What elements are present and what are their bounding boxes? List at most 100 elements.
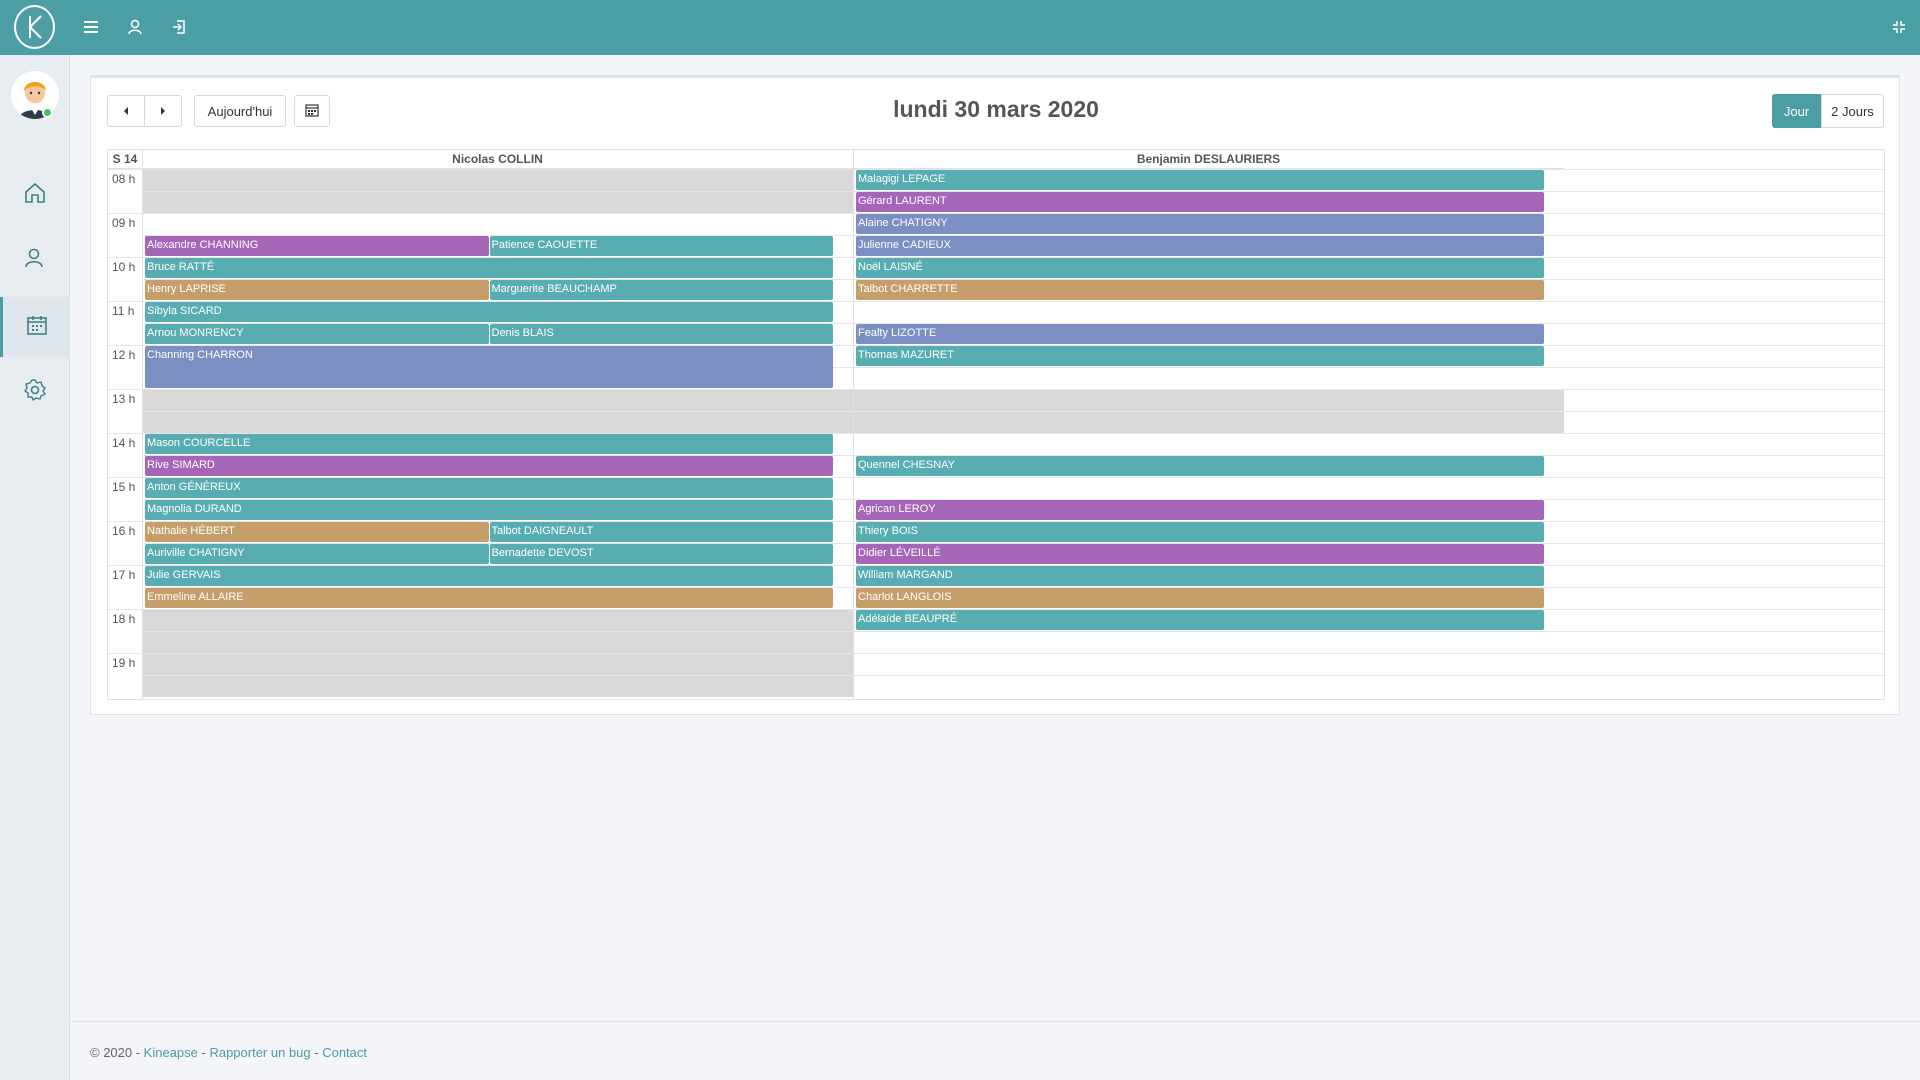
top-bar — [0, 0, 1920, 55]
footer-bug-link[interactable]: Rapporter un bug — [209, 1045, 311, 1060]
nav-patients[interactable] — [0, 230, 70, 290]
footer-copyright: © 2020 - — [90, 1045, 144, 1060]
users-icon — [23, 246, 47, 275]
half-hour-line — [142, 499, 1884, 500]
nav-calendar[interactable] — [0, 297, 70, 357]
hour-label: 19 h — [112, 656, 136, 670]
hour-label: 11 h — [112, 304, 135, 318]
online-status-icon — [42, 107, 53, 118]
hour-line — [108, 213, 1884, 214]
appointment[interactable]: Didier LÉVEILLÉ — [856, 544, 1544, 564]
appointment[interactable]: Anton GÉNÉREUX — [145, 478, 833, 498]
column-divider — [142, 150, 143, 699]
appointment[interactable]: Denis BLAIS — [489, 324, 833, 344]
appointment[interactable]: William MARGAND — [856, 566, 1544, 586]
hour-label: 18 h — [112, 612, 136, 626]
appointment[interactable]: Rive SIMARD — [145, 456, 833, 476]
week-number: S 14 — [108, 150, 142, 169]
appointment[interactable]: Mason COURCELLE — [145, 434, 833, 454]
appointment[interactable]: Patience CAOUETTE — [489, 236, 833, 256]
hour-line — [108, 301, 1884, 302]
hour-line — [108, 345, 1884, 346]
appointment[interactable]: Sibyla SICARD — [145, 302, 833, 322]
appointment[interactable]: Arnou MONRENCY — [145, 324, 489, 344]
appointment[interactable]: Adélaïde BEAUPRÉ — [856, 610, 1544, 630]
logout-icon[interactable] — [166, 14, 192, 40]
appointment[interactable]: Nathalie HÉBERT — [145, 522, 489, 542]
hour-line — [108, 433, 1884, 434]
calendar-grid: S 14 Nicolas COLLIN Benjamin DESLAURIERS 0… — [107, 149, 1885, 700]
half-hour-line — [142, 279, 1884, 280]
hour-label: 13 h — [112, 392, 136, 406]
page-title: lundi 30 mars 2020 — [893, 96, 1099, 122]
appointment[interactable]: Bruce RATTÉ — [145, 258, 833, 278]
date-picker-button[interactable] — [294, 95, 330, 127]
hour-label: 15 h — [112, 480, 136, 494]
half-hour-line — [142, 631, 1884, 632]
appointment[interactable]: Alexandre CHANNING — [145, 236, 489, 256]
chevron-right-icon — [159, 104, 167, 119]
hour-label: 14 h — [112, 436, 136, 450]
appointment[interactable]: Thomas MAZURET — [856, 346, 1544, 366]
hour-line — [108, 565, 1884, 566]
appointment[interactable]: Henry LAPRISE — [145, 280, 489, 300]
appointment[interactable]: Magnolia DURAND — [145, 500, 833, 520]
footer-separator: - — [197, 1045, 210, 1060]
appointment[interactable]: Talbot CHARRETTE — [856, 280, 1544, 300]
menu-icon[interactable] — [78, 14, 104, 40]
appointment[interactable]: Gérard LAURENT — [856, 192, 1544, 212]
collapse-icon[interactable] — [1886, 14, 1912, 40]
half-hour-line — [142, 675, 1884, 676]
sidebar — [0, 55, 70, 1080]
hour-label: 12 h — [112, 348, 136, 362]
calendar-panel: Aujourd'hui lundi 30 mars 2020 Jour 2 Jo… — [90, 75, 1900, 715]
appointment[interactable]: Alaine CHATIGNY — [856, 214, 1544, 234]
footer-contact-link[interactable]: Contact — [322, 1045, 368, 1060]
appointment[interactable]: Talbot DAIGNEAULT — [489, 522, 833, 542]
gear-icon — [23, 378, 47, 407]
column-header: Nicolas COLLIN — [142, 150, 853, 169]
footer: © 2020 - Kineapse - Rapporter un bug - C… — [70, 1021, 1920, 1080]
hour-line — [108, 609, 1884, 610]
user-icon[interactable] — [122, 14, 148, 40]
next-day-button[interactable] — [144, 95, 182, 127]
appointment[interactable]: Fealty LIZOTTE — [856, 324, 1544, 344]
column-header: Benjamin DESLAURIERS — [853, 150, 1564, 169]
footer-brand-link[interactable]: Kineapse — [143, 1045, 198, 1060]
today-button[interactable]: Aujourd'hui — [194, 95, 286, 127]
appointment[interactable]: Quennel CHESNAY — [856, 456, 1544, 476]
hour-line — [108, 653, 1884, 654]
hour-label: 08 h — [112, 172, 136, 186]
appointment[interactable]: Julie GERVAIS — [145, 566, 833, 586]
appointment[interactable]: Agrican LEROY — [856, 500, 1544, 520]
half-hour-line — [142, 235, 1884, 236]
appointment[interactable]: Emmeline ALLAIRE — [145, 588, 833, 608]
half-hour-line — [142, 323, 1884, 324]
hour-line — [108, 389, 1884, 390]
chevron-left-icon — [122, 104, 130, 119]
nav-home[interactable] — [0, 165, 70, 225]
half-hour-line — [142, 191, 1884, 192]
home-icon — [23, 181, 47, 210]
appointment[interactable]: Auriville CHATIGNY — [145, 544, 489, 564]
hour-line — [108, 477, 1884, 478]
appointment[interactable]: Thiery BOIS — [856, 522, 1544, 542]
appointment[interactable]: Noël LAISNÉ — [856, 258, 1544, 278]
kineapse-logo[interactable] — [14, 5, 55, 49]
view-two-days-button[interactable]: 2 Jours — [1821, 94, 1884, 128]
appointment[interactable]: Bernadette DEVOST — [489, 544, 833, 564]
calendar-icon — [25, 313, 49, 342]
hour-label: 17 h — [112, 568, 136, 582]
half-hour-line — [142, 587, 1884, 588]
hour-label: 10 h — [112, 260, 136, 274]
hour-label: 16 h — [112, 524, 136, 538]
appointment[interactable]: Julienne CADIEUX — [856, 236, 1544, 256]
hour-line — [108, 521, 1884, 522]
appointment[interactable]: Channing CHARRON — [145, 346, 833, 388]
footer-separator: - — [310, 1045, 323, 1060]
appointment[interactable]: Marguerite BEAUCHAMP — [489, 280, 833, 300]
nav-settings[interactable] — [0, 362, 70, 422]
appointment[interactable]: Charlot LANGLOIS — [856, 588, 1544, 608]
appointment[interactable]: Malagigi LEPAGE — [856, 170, 1544, 190]
view-day-button[interactable]: Jour — [1772, 94, 1821, 128]
